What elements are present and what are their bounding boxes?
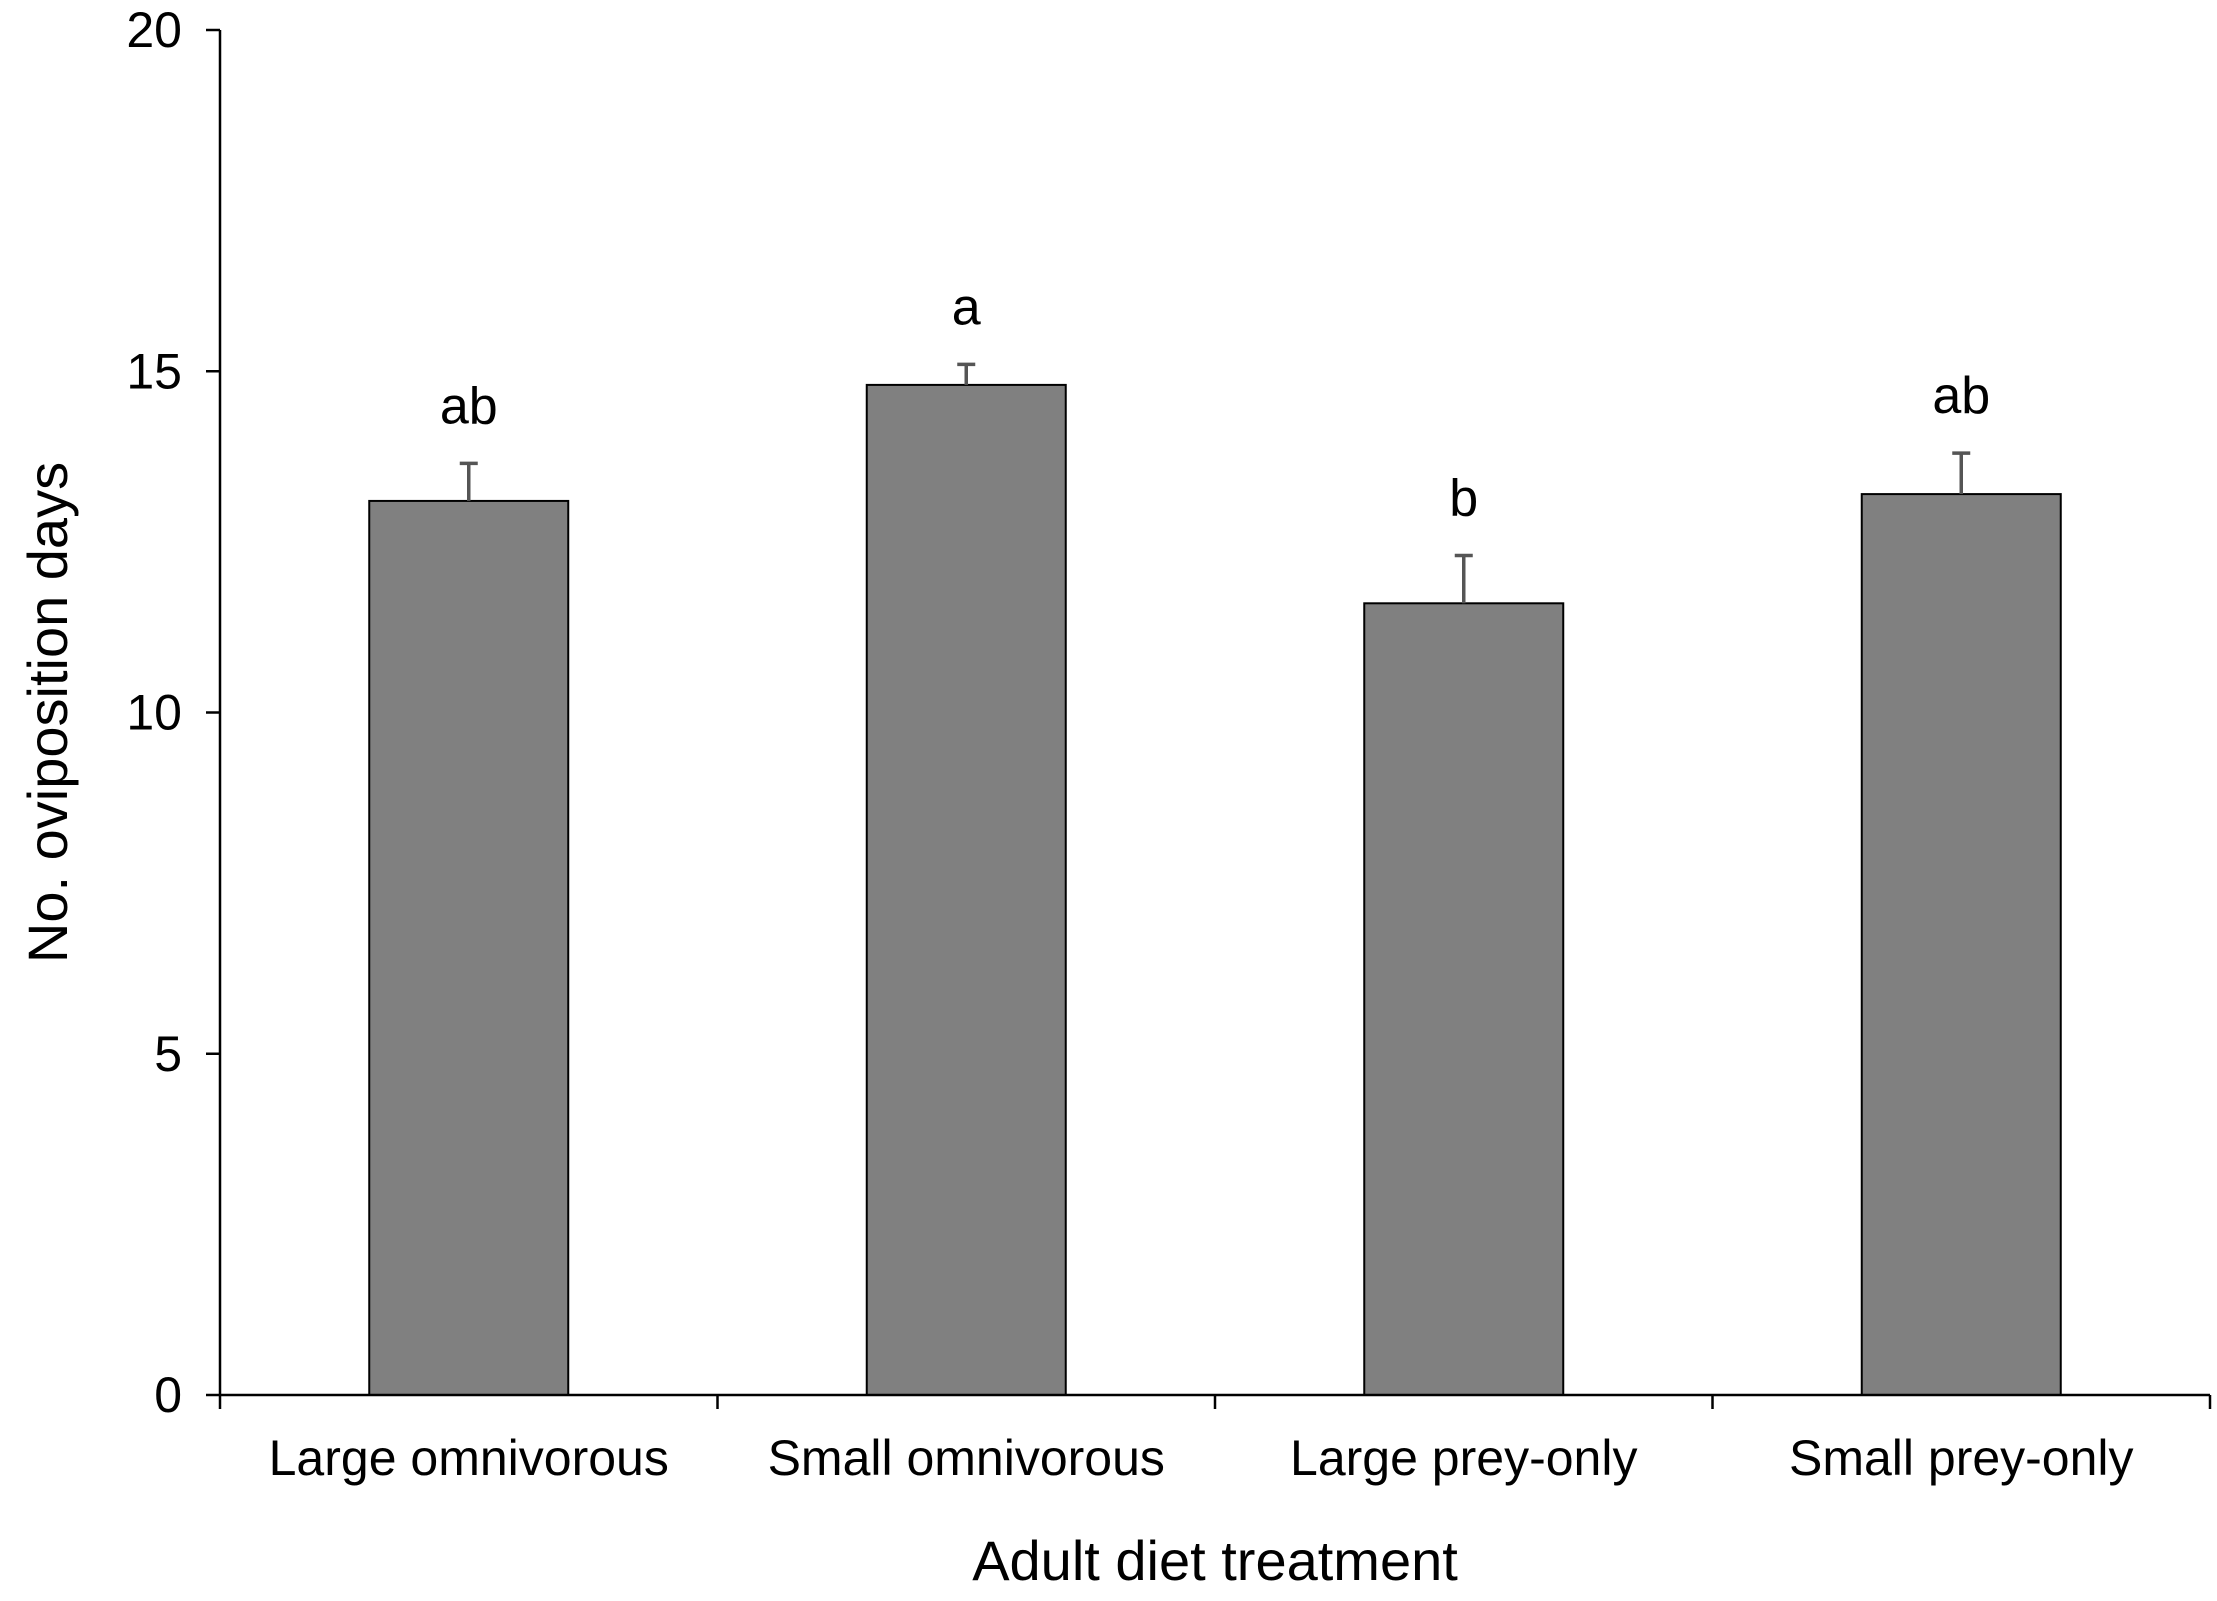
y-tick-label: 20 — [126, 2, 182, 58]
y-tick-label: 0 — [154, 1367, 182, 1423]
x-tick-label: Small prey-only — [1789, 1430, 2134, 1486]
significance-label: b — [1449, 470, 1478, 528]
y-tick-label: 5 — [154, 1026, 182, 1082]
significance-label: ab — [1932, 367, 1990, 425]
error-bars-layer — [459, 362, 1971, 604]
y-axis-title: No. oviposition days — [16, 462, 79, 963]
bars-layer — [368, 383, 2062, 1397]
x-axis-title: Adult diet treatment — [972, 1529, 1458, 1592]
x-tick-label: Large prey-only — [1290, 1430, 1637, 1486]
bar — [865, 383, 1067, 1396]
x-ticks-layer: Large omnivorous Small omnivorous Large pr… — [218, 1395, 2212, 1486]
significance-label: a — [952, 278, 981, 336]
x-tick-label: Small omnivorous — [768, 1430, 1165, 1486]
x-tick-label: Large omnivorous — [269, 1430, 669, 1486]
bar — [368, 499, 570, 1396]
y-tick-label: 10 — [126, 685, 182, 741]
bar — [1363, 602, 1565, 1396]
y-tick-label: 15 — [126, 343, 182, 399]
bar — [1860, 493, 2062, 1397]
y-ticks-layer: 0 5 10 15 20 — [126, 2, 220, 1423]
significance-label: ab — [440, 377, 498, 435]
